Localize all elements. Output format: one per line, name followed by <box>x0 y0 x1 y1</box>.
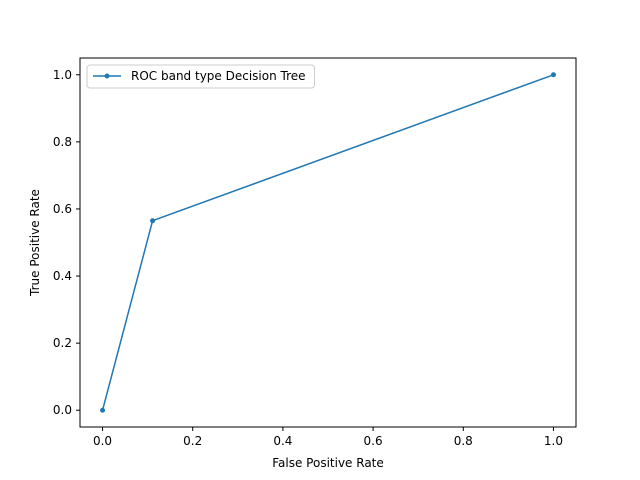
x-tick-label: 0.2 <box>183 434 202 448</box>
y-tick-label: 0.0 <box>53 403 72 417</box>
x-tick-label: 0.0 <box>93 434 112 448</box>
legend: ROC band type Decision Tree <box>86 64 316 89</box>
legend-box <box>86 64 316 89</box>
y-tick-label: 0.8 <box>53 135 72 149</box>
y-tick-label: 0.2 <box>53 336 72 350</box>
legend-entry-label: ROC band type Decision Tree <box>131 69 306 83</box>
ticks-group: 0.0 0.2 0.4 0.6 0.8 1.0 0.0 0.2 0.4 0.6 0.8 1.0 <box>53 68 563 448</box>
x-tick-label: 0.6 <box>364 434 383 448</box>
x-tick-label: 0.8 <box>454 434 473 448</box>
x-tick-label: 1.0 <box>544 434 563 448</box>
roc-curve-point <box>100 407 106 413</box>
y-axis-label: True Positive Rate <box>28 189 42 297</box>
x-tick-label: 0.4 <box>273 434 292 448</box>
x-axis-label: False Positive Rate <box>272 456 384 470</box>
legend-marker-sample <box>104 73 110 79</box>
y-tick-label: 1.0 <box>53 68 72 82</box>
roc-curve-point <box>550 72 556 78</box>
series-group <box>100 72 556 413</box>
y-tick-label: 0.4 <box>53 269 72 283</box>
roc-curve-point <box>150 218 156 224</box>
axes-frame <box>79 57 577 428</box>
y-tick-label: 0.6 <box>53 202 72 216</box>
